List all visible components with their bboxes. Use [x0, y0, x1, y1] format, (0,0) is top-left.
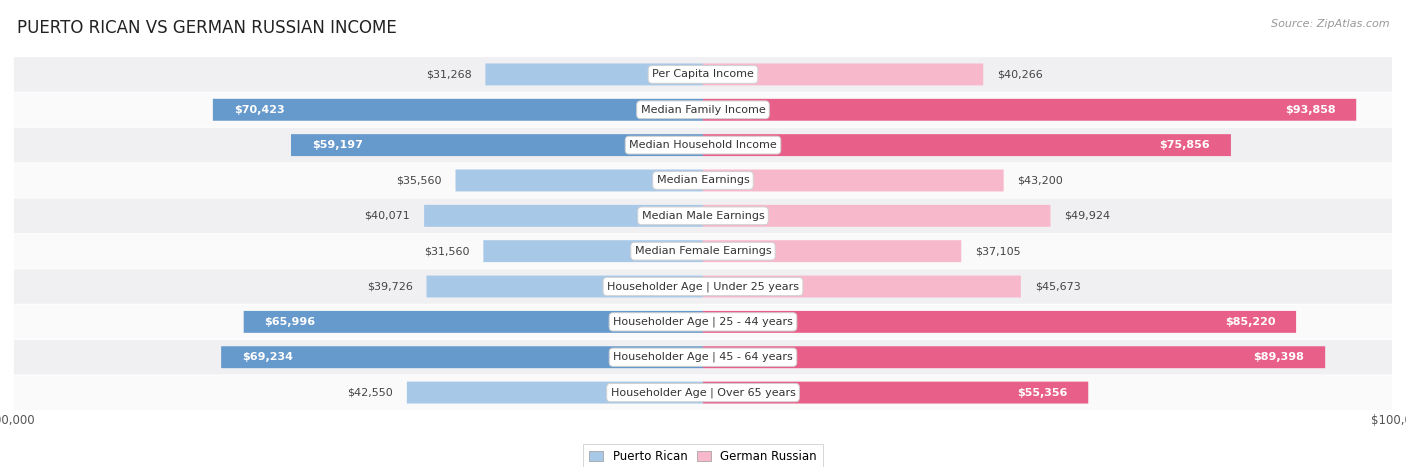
FancyBboxPatch shape: [212, 99, 703, 121]
FancyBboxPatch shape: [406, 382, 703, 403]
Text: $69,234: $69,234: [242, 352, 292, 362]
FancyBboxPatch shape: [703, 311, 1296, 333]
Text: $31,560: $31,560: [425, 246, 470, 256]
FancyBboxPatch shape: [703, 276, 1021, 297]
FancyBboxPatch shape: [703, 382, 1088, 403]
Text: PUERTO RICAN VS GERMAN RUSSIAN INCOME: PUERTO RICAN VS GERMAN RUSSIAN INCOME: [17, 19, 396, 37]
FancyBboxPatch shape: [14, 340, 1392, 375]
Text: Householder Age | 45 - 64 years: Householder Age | 45 - 64 years: [613, 352, 793, 362]
FancyBboxPatch shape: [703, 346, 1326, 368]
Text: $59,197: $59,197: [312, 140, 363, 150]
Text: Source: ZipAtlas.com: Source: ZipAtlas.com: [1271, 19, 1389, 28]
FancyBboxPatch shape: [703, 99, 1357, 121]
Text: $40,071: $40,071: [364, 211, 411, 221]
FancyBboxPatch shape: [425, 205, 703, 227]
Text: $75,856: $75,856: [1160, 140, 1211, 150]
FancyBboxPatch shape: [14, 163, 1392, 198]
Text: Median Female Earnings: Median Female Earnings: [634, 246, 772, 256]
FancyBboxPatch shape: [456, 170, 703, 191]
FancyBboxPatch shape: [243, 311, 703, 333]
FancyBboxPatch shape: [14, 128, 1392, 163]
FancyBboxPatch shape: [484, 240, 703, 262]
FancyBboxPatch shape: [703, 205, 1050, 227]
Text: $31,268: $31,268: [426, 70, 471, 79]
FancyBboxPatch shape: [221, 346, 703, 368]
FancyBboxPatch shape: [14, 92, 1392, 127]
Text: $43,200: $43,200: [1018, 176, 1063, 185]
Text: Median Male Earnings: Median Male Earnings: [641, 211, 765, 221]
FancyBboxPatch shape: [14, 269, 1392, 304]
Text: $42,550: $42,550: [347, 388, 392, 397]
FancyBboxPatch shape: [14, 57, 1392, 92]
Text: Median Family Income: Median Family Income: [641, 105, 765, 115]
Text: $49,924: $49,924: [1064, 211, 1111, 221]
FancyBboxPatch shape: [291, 134, 703, 156]
Text: $85,220: $85,220: [1225, 317, 1275, 327]
Text: Median Earnings: Median Earnings: [657, 176, 749, 185]
Legend: Puerto Rican, German Russian: Puerto Rican, German Russian: [583, 444, 823, 467]
Text: Householder Age | Under 25 years: Householder Age | Under 25 years: [607, 281, 799, 292]
FancyBboxPatch shape: [485, 64, 703, 85]
Text: $70,423: $70,423: [233, 105, 284, 115]
Text: $45,673: $45,673: [1035, 282, 1081, 291]
FancyBboxPatch shape: [14, 198, 1392, 233]
FancyBboxPatch shape: [703, 170, 1004, 191]
FancyBboxPatch shape: [703, 134, 1230, 156]
FancyBboxPatch shape: [14, 234, 1392, 269]
Text: $55,356: $55,356: [1017, 388, 1067, 397]
Text: Per Capita Income: Per Capita Income: [652, 70, 754, 79]
Text: $40,266: $40,266: [997, 70, 1043, 79]
FancyBboxPatch shape: [14, 304, 1392, 339]
Text: $35,560: $35,560: [396, 176, 441, 185]
FancyBboxPatch shape: [703, 64, 983, 85]
FancyBboxPatch shape: [14, 375, 1392, 410]
Text: Householder Age | Over 65 years: Householder Age | Over 65 years: [610, 387, 796, 398]
Text: $93,858: $93,858: [1285, 105, 1336, 115]
FancyBboxPatch shape: [426, 276, 703, 297]
Text: Householder Age | 25 - 44 years: Householder Age | 25 - 44 years: [613, 317, 793, 327]
Text: $89,398: $89,398: [1253, 352, 1305, 362]
Text: $39,726: $39,726: [367, 282, 412, 291]
Text: Median Household Income: Median Household Income: [628, 140, 778, 150]
Text: $37,105: $37,105: [976, 246, 1021, 256]
Text: $65,996: $65,996: [264, 317, 316, 327]
FancyBboxPatch shape: [703, 240, 962, 262]
